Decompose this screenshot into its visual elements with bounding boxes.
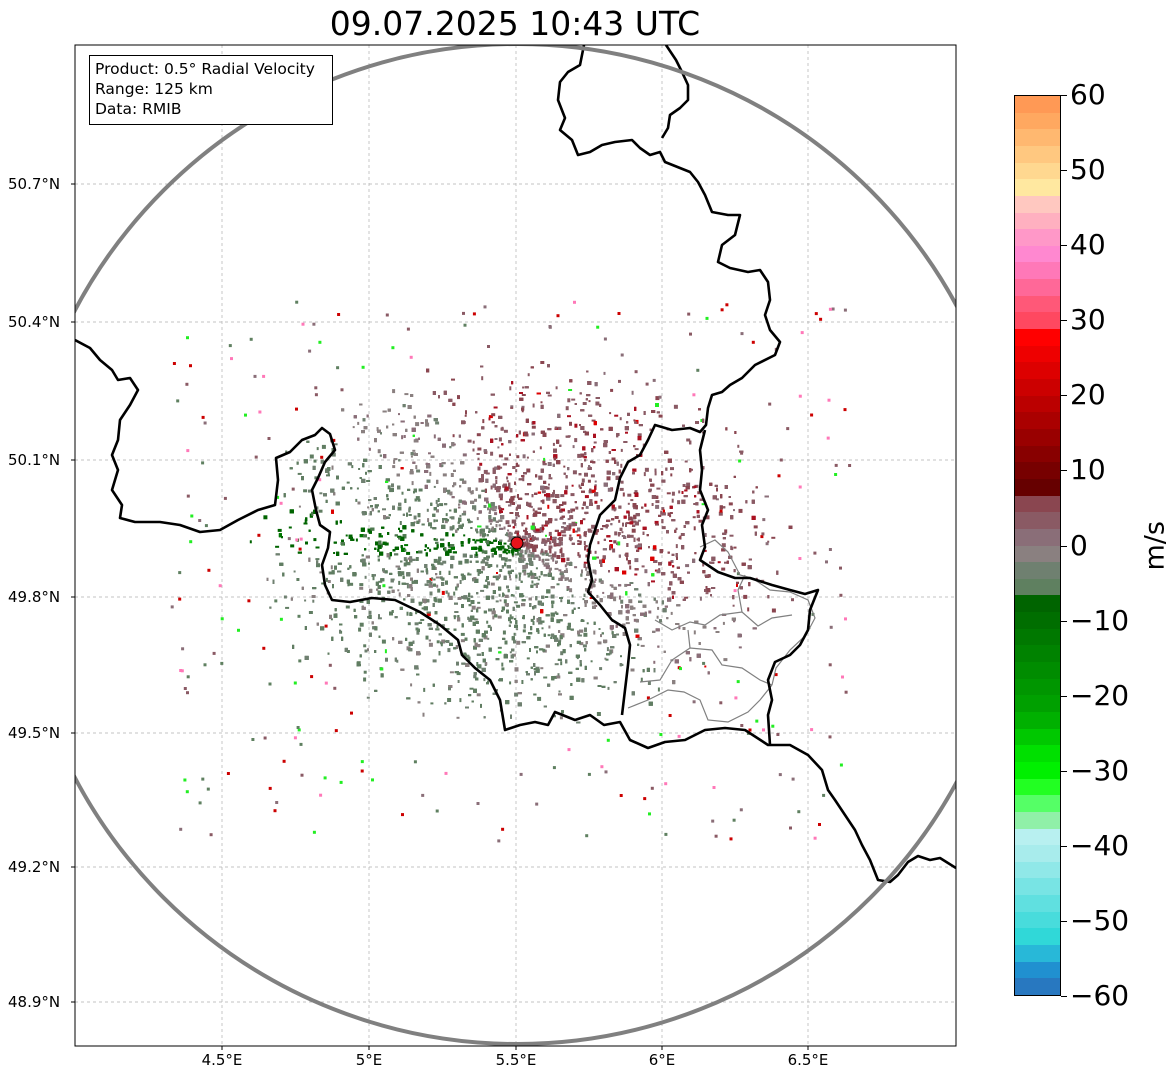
national-borders: [75, 45, 956, 884]
colorbar-tick-mark: [1061, 770, 1067, 772]
colorbar-tick-label: 10: [1070, 453, 1106, 487]
colorbar-tick-label: 30: [1070, 303, 1106, 337]
colorbar-tick-mark: [1061, 845, 1067, 847]
colorbar-tick-mark: [1061, 320, 1067, 322]
colorbar-tick-mark: [1061, 470, 1067, 472]
lat-label: 49.2°N: [8, 858, 61, 876]
map-title: 09.07.2025 10:43 UTC: [329, 4, 701, 43]
colorbar-tick-label: 60: [1070, 78, 1106, 111]
colorbar-unit-label: m/s: [1139, 521, 1171, 571]
lat-label: 48.9°N: [8, 993, 61, 1011]
colorbar-tick-label: −20: [1070, 678, 1130, 712]
lon-label: 4.5°E: [201, 1051, 243, 1069]
colorbar-tick-label: 20: [1070, 378, 1106, 412]
radar-site-marker: [510, 536, 524, 550]
data-source-label: Data: RMIB: [95, 100, 182, 118]
colorbar-tick-mark: [1061, 245, 1067, 247]
graticule: [75, 45, 956, 1046]
colorbar-tick-label: −60: [1070, 979, 1130, 1012]
colorbar-tick-label: −30: [1070, 753, 1130, 787]
colorbar-tick-mark: [1061, 620, 1067, 622]
radar-range-ring: [75, 45, 956, 1046]
product-info-box: Product: 0.5° Radial Velocity Range: 125…: [89, 55, 333, 125]
colorbar-tick-mark: [1061, 920, 1067, 922]
colorbar-tick-label: 40: [1070, 228, 1106, 262]
colorbar-tick-mark: [1061, 170, 1067, 172]
colorbar-tick-label: −40: [1070, 828, 1130, 862]
colorbar-tick-mark: [1061, 545, 1067, 547]
lon-label: 5.5°E: [495, 1051, 537, 1069]
colorbar-tick-label: −10: [1070, 603, 1130, 637]
lat-label: 50.7°N: [8, 175, 61, 193]
lat-label: 50.1°N: [8, 451, 61, 469]
colorbar-tick-mark: [1061, 695, 1067, 697]
colorbar-tick-label: −50: [1070, 903, 1130, 937]
lat-label: 49.8°N: [8, 588, 61, 606]
colorbar-tick-mark: [1061, 95, 1067, 96]
lon-label: 6°E: [648, 1051, 676, 1069]
velocity-colorbar: [1014, 95, 1061, 996]
colorbar-tick-mark: [1061, 996, 1067, 997]
lon-label: 5°E: [355, 1051, 383, 1069]
colorbar-tick-label: 0: [1070, 528, 1088, 562]
lat-label: 50.4°N: [8, 313, 61, 331]
colorbar-tick-label: 50: [1070, 153, 1106, 187]
regional-boundaries: [627, 539, 816, 723]
lat-label: 49.5°N: [8, 724, 61, 742]
product-label: Product: 0.5° Radial Velocity: [95, 60, 315, 78]
colorbar-tick-mark: [1061, 395, 1067, 397]
lon-label: 6.5°E: [787, 1051, 829, 1069]
radar-echoes: [170, 300, 852, 843]
range-label: Range: 125 km: [95, 80, 213, 98]
